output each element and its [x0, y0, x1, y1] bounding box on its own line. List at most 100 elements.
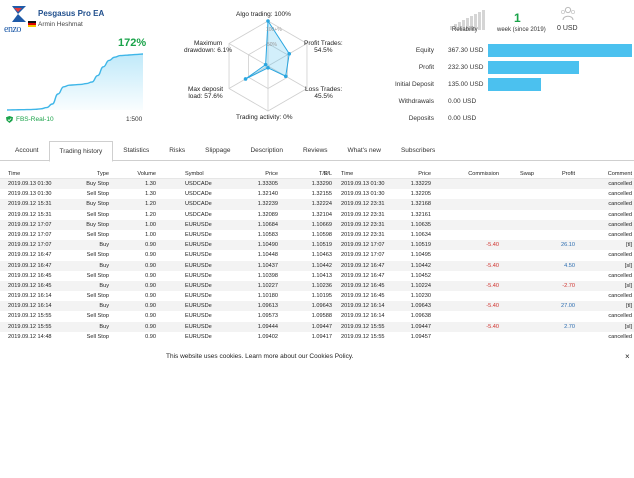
cell-profit: 26.10 — [561, 242, 575, 249]
weeks-label: week (since 2019) — [497, 27, 546, 33]
cell-comment: [sl] — [624, 323, 632, 330]
cell-sl: 1.10413 — [311, 272, 332, 279]
stat-row-deposits: Deposits 0.00 USD — [380, 111, 634, 125]
tab-statistics[interactable]: Statistics — [123, 147, 150, 154]
tab-account[interactable]: Account — [15, 147, 39, 154]
table-row: 2019.09.12 16:47 Sell Stop 0.90 EURUSDe 1.10… — [0, 250, 634, 260]
table-row: 2019.09.12 16:14 Buy 0.90 EURUSDe 1.09613 1.0… — [0, 301, 634, 312]
stat-value: 0.00 USD — [448, 114, 477, 122]
radar-label-deposit-load: Max deposit load: 57.6% — [188, 86, 224, 100]
tab-risks[interactable]: Risks — [169, 147, 186, 154]
cell-symbol: EURUSDe — [185, 282, 212, 289]
cell-close-time: 2019.09.13 01:30 — [341, 191, 385, 198]
table-row: 2019.09.12 15:55 Sell Stop 0.90 EURUSDe 1.09… — [0, 311, 634, 321]
cell-time: 2019.09.12 16:47 — [8, 262, 52, 269]
cell-time: 2019.09.12 15:55 — [8, 313, 52, 320]
radar-point-3 — [266, 66, 270, 70]
radar-point-2 — [283, 74, 288, 79]
cell-symbol: EURUSDe — [185, 323, 212, 330]
growth-value: 172% — [118, 37, 147, 49]
cell-price: 1.32239 — [257, 201, 278, 208]
col-header-commission[interactable]: Commission — [468, 171, 499, 177]
cell-profit: 4.50 — [564, 262, 575, 269]
cell-commission: -5.40 — [486, 282, 499, 289]
cell-type: Buy Stop — [86, 201, 109, 208]
col-header-time[interactable]: Time — [8, 171, 21, 177]
cell-time: 2019.09.12 16:45 — [8, 282, 52, 289]
cell-type: Buy Stop — [86, 221, 109, 228]
cell-comment: [sl] — [624, 282, 632, 289]
col-header-swap[interactable]: Swap — [520, 171, 534, 177]
author-name[interactable]: Armin Heshmat — [38, 21, 83, 28]
cell-volume: 1.30 — [145, 181, 156, 187]
cell-profit: 2.70 — [564, 323, 575, 330]
reliability-bars — [450, 10, 485, 30]
cell-price: 1.10398 — [257, 272, 278, 279]
cell-commission: -5.40 — [486, 262, 499, 269]
stat-row-profit: Profit 232.30 USD — [380, 60, 634, 74]
cell-close-price: 1.32205 — [410, 191, 431, 198]
table-row: 2019.09.12 15:55 Buy 0.90 EURUSDe 1.09444 1.0… — [0, 321, 634, 332]
col-header-close-time[interactable]: Time — [341, 171, 354, 177]
cell-time: 2019.09.12 16:14 — [8, 303, 52, 310]
cell-comment: [tl] — [626, 242, 632, 249]
tab-trading-history[interactable]: Trading history — [48, 141, 114, 162]
cell-close-price: 1.32161 — [410, 211, 431, 218]
broker-link[interactable]: FBS-Real-10 — [6, 116, 54, 123]
cell-type: Buy — [99, 282, 109, 289]
cell-close-price: 1.10224 — [410, 282, 431, 289]
cell-type: Sell Stop — [86, 191, 109, 198]
stat-label: Initial Deposit — [394, 80, 434, 88]
cell-volume: 0.90 — [145, 242, 156, 249]
close-icon[interactable]: × — [625, 352, 630, 361]
tab-whats-new[interactable]: What's new — [347, 147, 381, 154]
cell-time: 2019.09.12 17:07 — [8, 231, 52, 238]
cookie-text[interactable]: This website uses cookies. Learn more ab… — [166, 353, 354, 360]
logo-text: enzo — [4, 24, 21, 35]
cell-close-time: 2019.09.12 16:14 — [341, 313, 385, 320]
cell-type: Sell Stop — [86, 313, 109, 320]
cell-time: 2019.09.12 16:14 — [8, 293, 52, 300]
cell-volume: 0.90 — [145, 262, 156, 269]
cell-close-price: 1.09638 — [410, 313, 431, 320]
cell-price: 1.09613 — [257, 303, 278, 310]
table-header: Time Type Volume Symbol Price S/L T/P Ti… — [0, 167, 634, 179]
col-header-sl[interactable]: S/L — [323, 171, 332, 177]
stat-value: 367.30 USD — [448, 46, 484, 54]
tab-slippage[interactable]: Slippage — [205, 147, 231, 154]
cell-type: Buy — [99, 242, 109, 249]
table-row: 2019.09.12 17:07 Sell Stop 1.00 EURUSDe 1.10… — [0, 230, 634, 240]
tab-subscribers[interactable]: Subscribers — [400, 147, 436, 154]
cell-symbol: EURUSDe — [185, 333, 212, 340]
table-row: 2019.09.12 16:45 Sell Stop 0.90 EURUSDe 1.10… — [0, 271, 634, 281]
cell-price: 1.10490 — [257, 242, 278, 249]
cell-volume: 0.90 — [145, 313, 156, 320]
cell-close-price: 1.32168 — [410, 201, 431, 208]
cell-volume: 0.90 — [145, 272, 156, 279]
verified-shield-icon — [6, 116, 13, 123]
radar-scale-50: 50% — [267, 42, 278, 48]
cell-type: Buy Stop — [86, 181, 109, 187]
table-row: 2019.09.12 15:31 Buy Stop 1.20 USDCADe 1.322… — [0, 199, 634, 210]
signal-title[interactable]: Pesgasus Pro EA — [38, 9, 105, 18]
col-header-price[interactable]: Price — [265, 171, 278, 177]
stat-row-equity: Equity 367.30 USD — [380, 43, 634, 57]
cell-close-time: 2019.09.12 16:47 — [341, 272, 385, 279]
stat-label: Deposits — [408, 114, 434, 122]
cell-time: 2019.09.12 15:55 — [8, 323, 52, 330]
cell-sl: 1.10195 — [311, 293, 332, 300]
signal-logo[interactable]: enzo — [4, 4, 34, 35]
tab-reviews[interactable]: Reviews — [302, 147, 328, 154]
cell-close-price: 1.10230 — [410, 293, 431, 300]
col-header-comment[interactable]: Comment — [607, 171, 632, 177]
cell-sl: 1.10669 — [311, 221, 332, 228]
col-header-symbol[interactable]: Symbol — [185, 171, 204, 177]
col-header-close-price[interactable]: Price — [418, 171, 431, 177]
col-header-profit[interactable]: Profit — [561, 171, 575, 177]
radar-grid — [228, 20, 308, 112]
cell-close-time: 2019.09.12 16:47 — [341, 262, 385, 269]
tab-description[interactable]: Description — [250, 147, 283, 154]
col-header-tp[interactable]: T/P — [319, 171, 328, 177]
col-header-type[interactable]: Type — [96, 171, 109, 177]
col-header-volume[interactable]: Volume — [137, 171, 156, 177]
